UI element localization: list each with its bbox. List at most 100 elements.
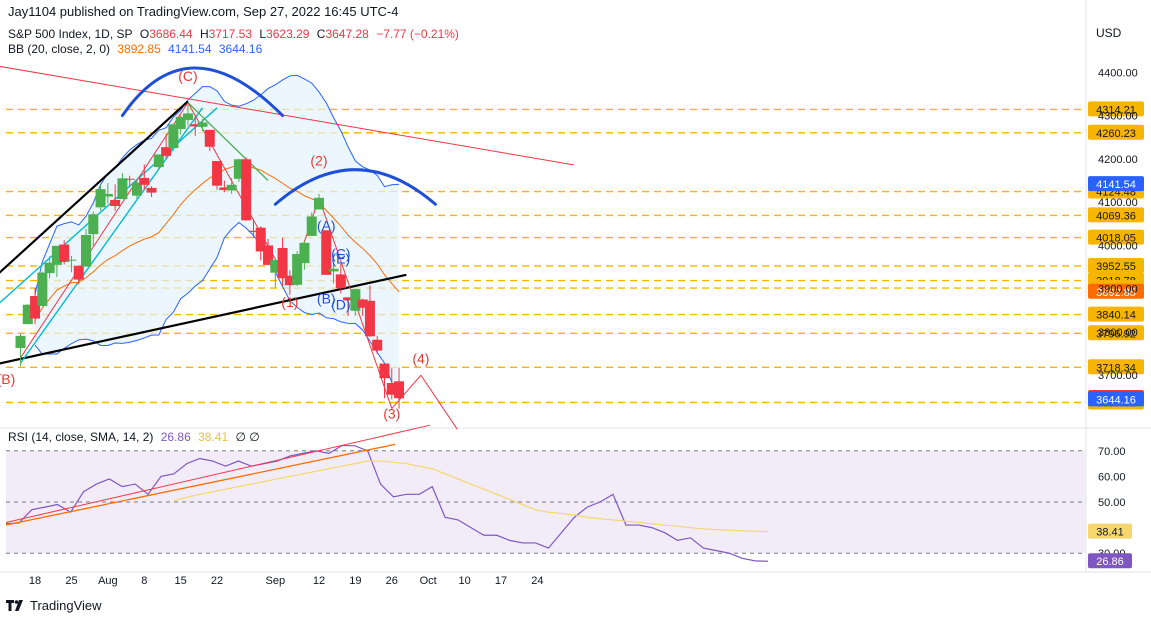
candle-up: [51, 245, 62, 265]
candle-up: [270, 260, 281, 273]
bb-upper-value: 4141.54: [168, 42, 212, 56]
l-label: L: [259, 27, 267, 41]
tradingview-logo-icon: [6, 599, 23, 611]
symbol-label[interactable]: S&P 500 Index, 1D, SP: [8, 27, 133, 41]
price-level-tag: [1088, 124, 1144, 140]
rsi-sma-value: 38.41: [198, 430, 229, 444]
c-label: C: [316, 27, 326, 41]
candle-down: [263, 245, 274, 265]
open-value: 3686.44: [149, 27, 193, 41]
candle-up: [168, 124, 179, 149]
axis-tag-label: 3892.85: [1096, 287, 1136, 299]
trend-drawings: [0, 65, 574, 430]
price-level-label: 4018.05: [1096, 233, 1136, 245]
time-axis-tick: 25: [65, 575, 77, 587]
rsi-value: 26.86: [160, 430, 191, 444]
time-axis-tick: 24: [531, 575, 543, 587]
wave-label: (C): [331, 245, 350, 261]
bb-basis-value: 3892.85: [117, 42, 161, 56]
tradingview-brand[interactable]: TradingView: [6, 598, 102, 613]
price-levels: 4314.214260.234124.484069.364018.053952.…: [6, 101, 1144, 410]
time-axis-tick: 22: [211, 575, 223, 587]
price-level-tag: [1088, 101, 1144, 117]
rsi-axis-tick: 70.00: [1098, 446, 1126, 458]
low-value: 3623.29: [266, 27, 310, 41]
axis-tag: [1088, 391, 1144, 407]
time-axis-tick: 18: [29, 575, 41, 587]
candle-down: [190, 124, 201, 127]
tradingview-brand-label: TradingView: [30, 598, 102, 613]
high-value: 3717.53: [208, 27, 253, 41]
bb-label[interactable]: BB (20, close, 2, 0): [8, 42, 111, 56]
candle-down: [394, 381, 405, 399]
price-level-label: 3718.34: [1096, 362, 1136, 374]
rsi-sma-line: [173, 460, 769, 533]
candle-up: [197, 122, 208, 127]
candle-down: [241, 159, 252, 221]
wave-leg: [391, 374, 422, 409]
time-axis-tick: 8: [141, 575, 147, 587]
axes: 4141.543892.853647.283644.163700.003800.…: [29, 67, 1144, 587]
candles: [15, 104, 405, 409]
time-axis-tick: Oct: [420, 575, 437, 587]
candle-down: [277, 248, 288, 279]
axis-tag-label: 4141.54: [1096, 179, 1136, 191]
price-level-tag: [1088, 325, 1144, 341]
price-level-tag: [1088, 207, 1144, 223]
candle-up: [44, 262, 55, 274]
candle-down: [139, 177, 150, 185]
wave-label: (D): [331, 296, 350, 312]
price-axis-tick: 4400.00: [1098, 67, 1138, 79]
price-level-label: 3952.55: [1096, 261, 1136, 273]
rsi-value-label: 38.41: [1096, 527, 1124, 539]
candle-up: [175, 116, 186, 129]
time-axis-tick: Aug: [98, 575, 118, 587]
top-arc-left: [120, 66, 285, 118]
candle-up: [292, 254, 303, 285]
wave-label: (2): [310, 152, 327, 168]
rsi-pane[interactable]: [6, 450, 1086, 554]
candle-down: [219, 187, 230, 191]
rsi-extra: ∅ ∅: [235, 430, 260, 444]
rsi-axis-tick: 50.00: [1098, 497, 1126, 509]
candle-down: [284, 275, 295, 286]
axis-tag: [1088, 283, 1144, 299]
candle-up: [226, 184, 237, 191]
candle-down: [124, 178, 135, 180]
price-level-label: 4069.36: [1096, 210, 1136, 222]
candle-up: [81, 235, 92, 267]
candle-up: [102, 193, 113, 197]
candle-up: [66, 259, 77, 261]
rsi-trend-line: [5, 424, 431, 523]
price-level-tag: [1088, 257, 1144, 273]
candle-down: [335, 274, 346, 289]
channel-upper-line: [0, 100, 189, 274]
h-label: H: [199, 27, 209, 41]
bb-legend: BB (20, close, 2, 0) 3892.85 4141.54 364…: [8, 42, 266, 56]
top-arc-right: [273, 168, 437, 206]
candle-up: [233, 159, 244, 179]
candle-down: [30, 296, 41, 319]
rsi-label[interactable]: RSI (14, close, SMA, 14, 2): [8, 430, 154, 444]
rsi-axis-tick: 60.00: [1098, 471, 1126, 483]
candle-down: [379, 363, 390, 379]
price-axis-tick: 4000.00: [1098, 240, 1138, 252]
candle-down: [110, 199, 121, 207]
candle-up: [131, 182, 142, 196]
candle-up: [88, 214, 99, 235]
rsi-line: [5, 445, 769, 562]
red-trend-line: [20, 102, 189, 359]
candle-down: [161, 147, 172, 156]
wave-label: (4): [412, 351, 429, 367]
rsi-value-tag: [1088, 523, 1132, 539]
candle-up: [153, 154, 164, 168]
time-axis-tick: 15: [175, 575, 187, 587]
time-axis-tick: 12: [313, 575, 325, 587]
candle-up: [182, 113, 193, 120]
candle-down: [364, 300, 375, 337]
price-axis-tick: 3800.00: [1098, 327, 1138, 339]
time-axis-tick: 10: [458, 575, 470, 587]
time-axis-tick: 19: [349, 575, 361, 587]
price-level-label: 4314.21: [1096, 104, 1136, 116]
